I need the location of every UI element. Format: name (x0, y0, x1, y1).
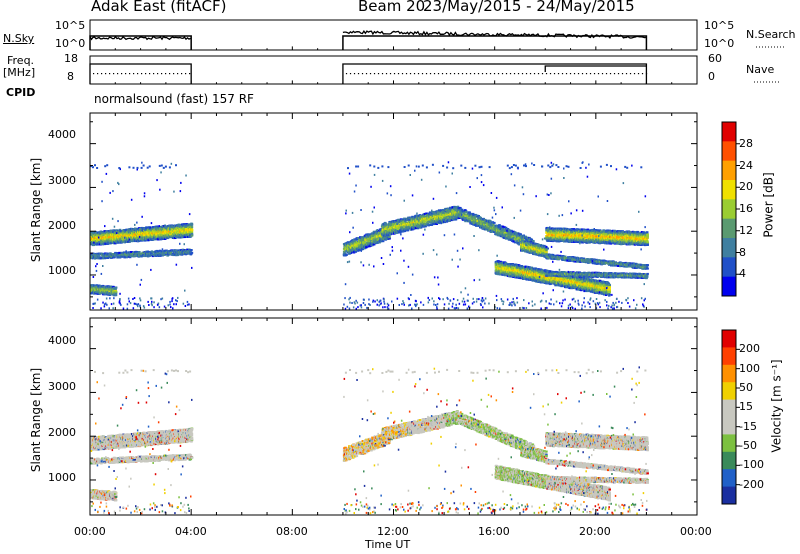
radar-plot (0, 0, 800, 554)
plot-background (0, 0, 800, 554)
